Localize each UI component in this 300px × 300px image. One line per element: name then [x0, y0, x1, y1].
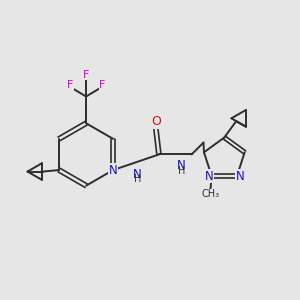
Text: CH₃: CH₃ [201, 189, 219, 199]
Text: N: N [236, 170, 244, 183]
Text: N: N [177, 159, 186, 172]
Text: F: F [83, 70, 89, 80]
Text: N: N [109, 164, 118, 177]
Text: H: H [178, 166, 185, 176]
Text: N: N [204, 170, 213, 183]
Text: H: H [134, 174, 141, 184]
Text: F: F [67, 80, 73, 90]
Text: F: F [99, 80, 106, 90]
Text: N: N [133, 168, 142, 181]
Text: O: O [151, 115, 161, 128]
